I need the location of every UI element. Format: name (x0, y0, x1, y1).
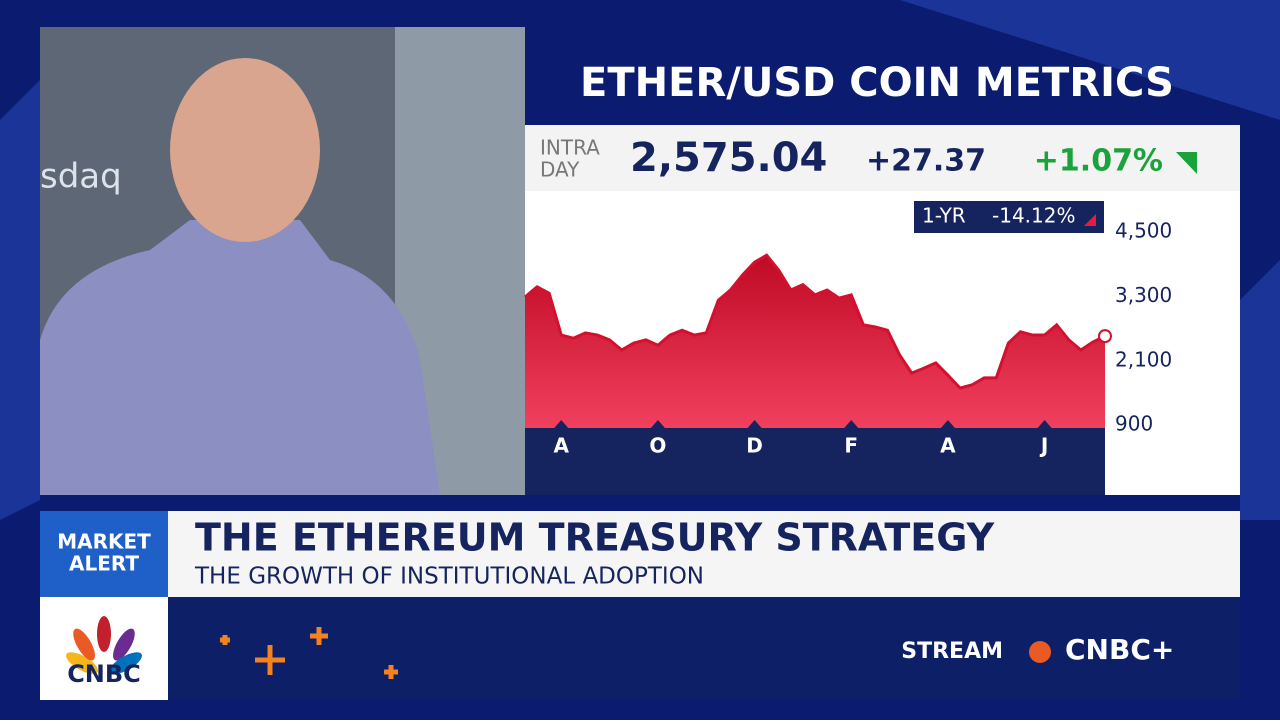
x-tick-label: A (554, 434, 570, 458)
plus-decor (220, 627, 398, 679)
price: 2,575.04 (630, 135, 827, 181)
x-tick-label: F (844, 434, 858, 458)
up-arrow (1176, 152, 1197, 174)
headline: THE ETHEREUM TREASURY STRATEGY (195, 516, 995, 560)
quote-panel (525, 125, 1240, 191)
alert-tag: MARKET (57, 530, 151, 554)
area (525, 255, 1105, 428)
x-tick (844, 420, 859, 428)
y-tick-label: 900 (1115, 412, 1153, 436)
down-arrow (1084, 214, 1096, 226)
subheadline: THE GROWTH OF INSTITUTIONAL ADOPTION (194, 564, 704, 590)
change-pct: +1.07% (1034, 144, 1163, 179)
headline-box (168, 511, 1240, 597)
quote-label: INTRA (540, 136, 600, 160)
area-line (524, 253, 1106, 390)
period-change: -14.12% (992, 204, 1075, 228)
brand: CNBC+ (1065, 633, 1174, 666)
last-point (1098, 329, 1112, 344)
footer-bar (40, 597, 1240, 700)
x-tick (940, 420, 955, 428)
background-text: sdaq (40, 157, 122, 197)
peacock (66, 616, 142, 674)
x-tick-label: O (649, 434, 666, 458)
y-tick-label: 4,500 (1115, 219, 1172, 243)
peacock-small (1029, 641, 1051, 663)
x-tick (1037, 420, 1052, 428)
x-tick-label: J (1039, 434, 1048, 458)
person-shirt (40, 220, 440, 495)
x-tick (747, 420, 762, 428)
alert-tag: ALERT (69, 552, 139, 576)
stream-label: STREAM (901, 639, 1003, 664)
period-label: 1-YR (922, 204, 966, 228)
logo-text: CNBC (67, 660, 141, 688)
alert-box (40, 511, 168, 597)
x-tick-label: D (746, 434, 763, 458)
chart-header: ETHER/USD COIN METRICS (580, 60, 1174, 106)
background-shape (0, 0, 1280, 520)
period-box (914, 201, 1104, 233)
y-tick-label: 3,300 (1115, 283, 1172, 307)
x-tick-label: A (940, 434, 956, 458)
y-tick-label: 2,100 (1115, 347, 1172, 371)
x-axis-band (525, 428, 1105, 495)
chart: 900 2,100 3,300 4,500 A O D F A J (524, 219, 1172, 458)
x-tick (554, 420, 569, 428)
person-head (170, 58, 320, 242)
change: +27.37 (866, 144, 986, 179)
quote-label: DAY (540, 158, 580, 182)
x-tick (650, 420, 665, 428)
